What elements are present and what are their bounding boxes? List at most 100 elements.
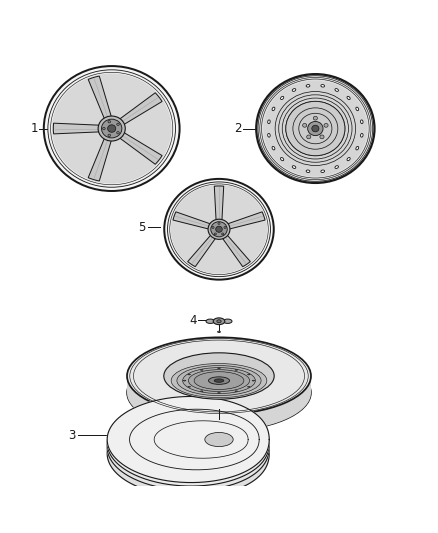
Ellipse shape [208, 377, 230, 384]
Ellipse shape [215, 226, 222, 232]
Ellipse shape [201, 369, 203, 370]
Ellipse shape [252, 380, 255, 381]
Ellipse shape [48, 70, 176, 187]
Polygon shape [88, 138, 112, 181]
Ellipse shape [247, 386, 250, 387]
Ellipse shape [171, 185, 267, 273]
Ellipse shape [235, 369, 237, 370]
Ellipse shape [347, 158, 350, 160]
Ellipse shape [360, 133, 363, 137]
Ellipse shape [50, 72, 173, 185]
Ellipse shape [260, 77, 371, 180]
Polygon shape [119, 93, 162, 125]
Ellipse shape [222, 233, 224, 235]
Ellipse shape [335, 166, 339, 168]
Ellipse shape [224, 227, 226, 229]
Ellipse shape [263, 80, 367, 176]
Ellipse shape [256, 74, 374, 183]
Ellipse shape [127, 337, 311, 415]
Text: 2: 2 [234, 122, 242, 135]
Polygon shape [107, 410, 269, 497]
Ellipse shape [166, 370, 272, 415]
Ellipse shape [44, 66, 180, 191]
Polygon shape [119, 132, 162, 164]
Ellipse shape [335, 88, 339, 91]
Ellipse shape [217, 320, 221, 322]
Ellipse shape [356, 147, 359, 150]
Ellipse shape [360, 120, 363, 124]
Ellipse shape [188, 386, 191, 387]
Ellipse shape [188, 370, 250, 392]
Ellipse shape [183, 368, 255, 393]
Text: 1: 1 [31, 122, 38, 135]
Ellipse shape [312, 125, 319, 132]
Ellipse shape [347, 96, 350, 100]
Ellipse shape [214, 233, 216, 235]
Ellipse shape [321, 170, 325, 173]
Polygon shape [127, 376, 311, 431]
Ellipse shape [214, 379, 224, 382]
Ellipse shape [281, 96, 284, 100]
Ellipse shape [117, 123, 119, 125]
Ellipse shape [108, 120, 110, 123]
Ellipse shape [170, 184, 268, 274]
Ellipse shape [211, 222, 227, 237]
Polygon shape [187, 235, 216, 266]
Ellipse shape [171, 364, 267, 398]
Ellipse shape [268, 120, 270, 124]
Polygon shape [173, 212, 211, 229]
Ellipse shape [218, 392, 220, 393]
Ellipse shape [218, 331, 220, 333]
Ellipse shape [324, 124, 328, 127]
Ellipse shape [281, 158, 284, 160]
Ellipse shape [258, 76, 373, 181]
Ellipse shape [303, 124, 307, 127]
Polygon shape [53, 123, 100, 134]
Ellipse shape [307, 122, 323, 135]
Polygon shape [222, 235, 251, 266]
Ellipse shape [213, 318, 225, 325]
Polygon shape [107, 405, 269, 490]
Ellipse shape [183, 380, 186, 381]
Ellipse shape [235, 391, 237, 392]
Polygon shape [214, 186, 224, 221]
Ellipse shape [306, 85, 310, 87]
Ellipse shape [223, 319, 232, 324]
Ellipse shape [313, 116, 318, 120]
Ellipse shape [272, 107, 275, 111]
Ellipse shape [247, 374, 250, 375]
Ellipse shape [212, 227, 214, 229]
Ellipse shape [286, 101, 345, 156]
Ellipse shape [206, 319, 215, 324]
Polygon shape [107, 400, 269, 486]
Ellipse shape [108, 134, 110, 136]
Ellipse shape [164, 179, 274, 280]
Text: 3: 3 [68, 429, 75, 442]
Ellipse shape [102, 119, 122, 138]
Ellipse shape [127, 354, 311, 431]
Ellipse shape [306, 170, 310, 173]
Ellipse shape [307, 135, 311, 139]
Polygon shape [107, 397, 269, 482]
Ellipse shape [218, 368, 220, 369]
Ellipse shape [272, 147, 275, 150]
Ellipse shape [205, 432, 233, 447]
Ellipse shape [261, 79, 369, 178]
Polygon shape [88, 76, 112, 119]
Ellipse shape [356, 107, 359, 111]
Ellipse shape [188, 374, 191, 375]
Ellipse shape [102, 127, 105, 130]
Text: 4: 4 [189, 314, 197, 327]
Text: 5: 5 [138, 221, 145, 233]
Ellipse shape [268, 133, 270, 137]
Ellipse shape [201, 391, 203, 392]
Ellipse shape [177, 366, 261, 395]
Ellipse shape [292, 88, 296, 91]
Ellipse shape [108, 125, 116, 132]
Ellipse shape [117, 132, 119, 134]
Ellipse shape [194, 372, 244, 390]
Ellipse shape [164, 353, 274, 399]
Ellipse shape [98, 116, 125, 141]
Ellipse shape [52, 74, 171, 183]
Ellipse shape [218, 222, 220, 224]
